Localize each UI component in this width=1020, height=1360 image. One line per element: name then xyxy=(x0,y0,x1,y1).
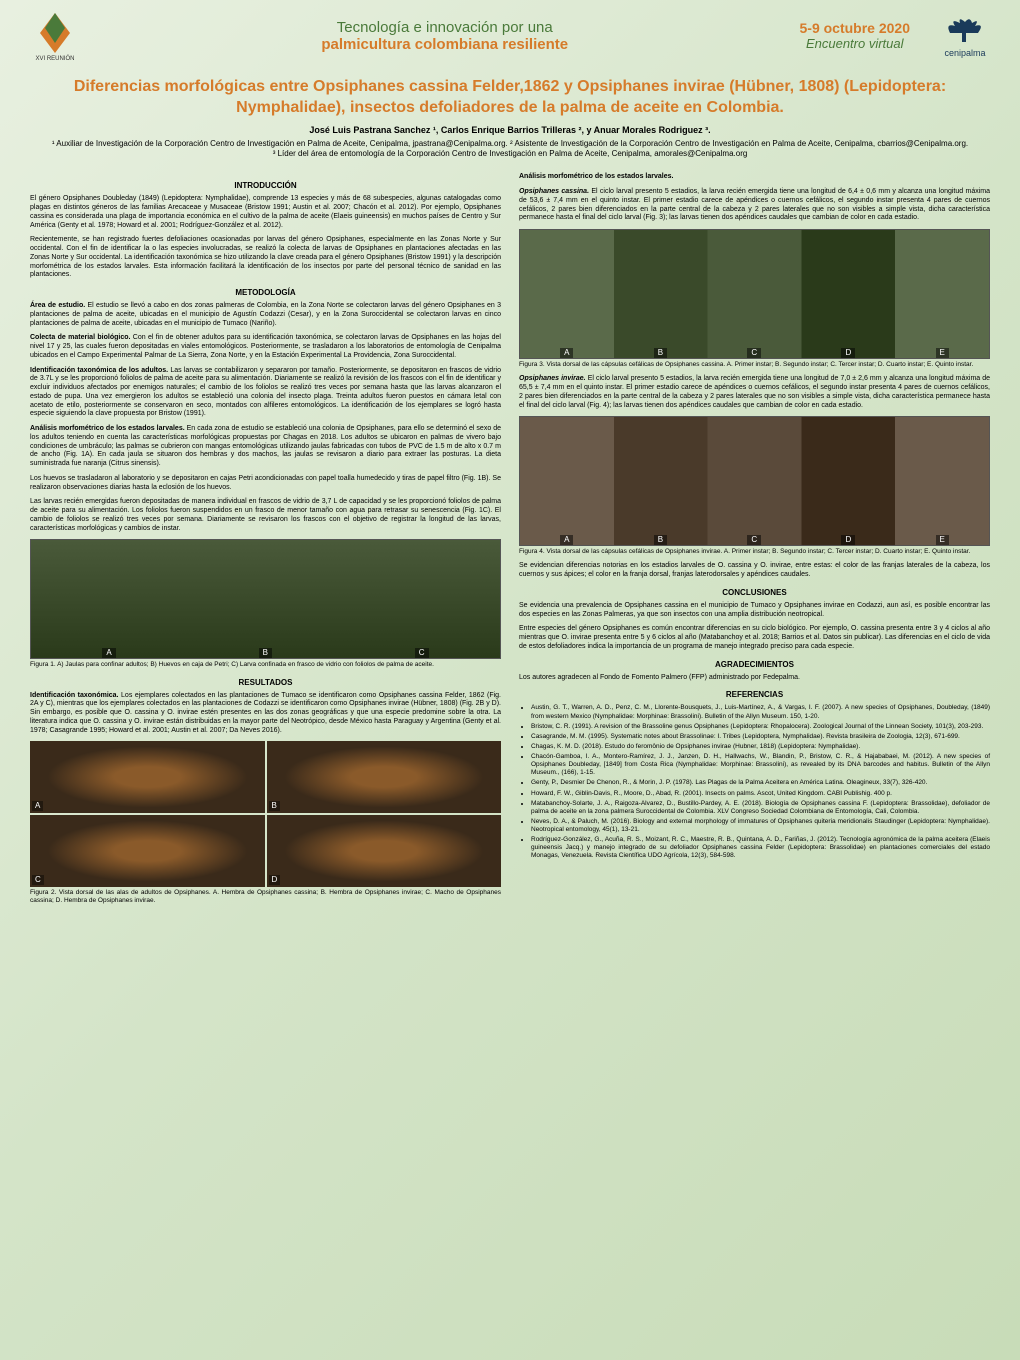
figure-2-caption: Figura 2. Vista dorsal de las alas de ad… xyxy=(30,889,501,905)
header-center: Tecnología e innovación por una palmicul… xyxy=(110,19,780,53)
content-columns: INTRODUCCIÓN El género Opsiphanes Double… xyxy=(0,165,1020,915)
header-date-block: 5-9 octubre 2020 Encuentro virtual xyxy=(800,20,911,51)
ref-item: Casagrande, M. M. (1995). Systematic not… xyxy=(531,733,990,741)
ref-item: Matabanchoy-Solarte, J. A., Raigoza-Alva… xyxy=(531,800,990,816)
metodo-anal1: Análisis morfométrico de los estados lar… xyxy=(30,425,501,469)
ident-head: Identificación taxonómica de los adultos… xyxy=(30,367,168,374)
section-conclusiones: CONCLUSIONES xyxy=(519,588,990,598)
fig2-c xyxy=(30,815,265,887)
figure-1-caption: Figura 1. A) Jaulas para confinar adulto… xyxy=(30,661,501,669)
svg-text:cenipalma: cenipalma xyxy=(944,48,985,58)
agradecimientos-text: Los autores agradecen al Fondo de Foment… xyxy=(519,674,990,683)
ref-item: Austin, G. T., Warren, A. D., Penz, C. M… xyxy=(531,704,990,720)
intro-p1: El género Opsiphanes Doubleday (1849) (L… xyxy=(30,195,501,230)
affiliations: ¹ Auxiliar de Investigación de la Corpor… xyxy=(40,139,980,160)
figure-1: A B C xyxy=(30,539,501,659)
area-head: Área de estudio. xyxy=(30,302,85,309)
fig2-b xyxy=(267,741,502,813)
figure-4: A B C D E xyxy=(519,416,990,546)
logo-reunion: XVI REUNIÓN xyxy=(20,8,90,63)
concl-p1: Se evidencia una prevalencia de Opsiphan… xyxy=(519,602,990,620)
fig1-label-c: C xyxy=(415,648,429,658)
area-text: El estudio se llevó a cabo en dos zonas … xyxy=(30,302,501,327)
header-tagline-1: Tecnología e innovación por una xyxy=(110,19,780,36)
section-resultados: RESULTADOS xyxy=(30,678,501,688)
svg-text:XVI REUNIÓN: XVI REUNIÓN xyxy=(35,55,74,62)
section-introduccion: INTRODUCCIÓN xyxy=(30,181,501,191)
poster-header: XVI REUNIÓN Tecnología e innovación por … xyxy=(0,0,1020,71)
section-metodologia: METODOLOGÍA xyxy=(30,288,501,298)
diff-para: Se evidencian diferencias notorias en lo… xyxy=(519,562,990,580)
ref-item: Chagas, K. M. D. (2018). Estudo do ferom… xyxy=(531,743,990,751)
ref-item: Chacón-Gamboa, I. A., Montero-Ramírez, J… xyxy=(531,753,990,777)
header-subtitle: Encuentro virtual xyxy=(800,36,911,51)
left-column: INTRODUCCIÓN El género Opsiphanes Double… xyxy=(30,173,501,905)
fig2-d xyxy=(267,815,502,887)
section-referencias: REFERENCIAS xyxy=(519,690,990,700)
fig4-e: E xyxy=(936,535,949,545)
fig4-d: D xyxy=(841,535,855,545)
metodo-area: Área de estudio. El estudio se llevó a c… xyxy=(30,302,501,328)
references-list: Austin, G. T., Warren, A. D., Penz, C. M… xyxy=(519,704,990,860)
figure-2 xyxy=(30,741,501,887)
figure-3: A B C D E xyxy=(519,229,990,359)
ref-item: Howard, F. W., Giblin-Davis, R., Moore, … xyxy=(531,790,990,798)
figure-4-caption: Figura 4. Vista dorsal de las cápsulas c… xyxy=(519,548,990,556)
logo-cenipalma: cenipalma xyxy=(930,8,1000,63)
fig4-b: B xyxy=(654,535,667,545)
invirae-head: Opsiphanes invirae. xyxy=(519,375,586,382)
cassina-para: Opsiphanes cassina. El ciclo larval pres… xyxy=(519,188,990,223)
ref-item: Genty, P., Desmier De Chenon, R., & Mori… xyxy=(531,779,990,787)
fig3-e: E xyxy=(936,348,949,358)
metodo-anal2: Los huevos se trasladaron al laboratorio… xyxy=(30,475,501,493)
invirae-text: El ciclo larval presento 5 estadios, la … xyxy=(519,375,990,408)
intro-p2: Recientemente, se han registrado fuertes… xyxy=(30,236,501,280)
anal-head: Análisis morfométrico de los estados lar… xyxy=(30,425,185,432)
fig3-d: D xyxy=(841,348,855,358)
metodo-colecta: Colecta de material biológico. Con el fi… xyxy=(30,334,501,360)
ref-item: Bristow, C. R. (1991). A revision of the… xyxy=(531,723,990,731)
colecta-head: Colecta de material biológico. xyxy=(30,334,130,341)
header-date: 5-9 octubre 2020 xyxy=(800,20,911,36)
fig2-a xyxy=(30,741,265,813)
ident-text: Las larvas se contabilizaron y separaron… xyxy=(30,367,501,418)
metodo-ident: Identificación taxonómica de los adultos… xyxy=(30,367,501,420)
section-agradecimientos: AGRADECIMIENTOS xyxy=(519,660,990,670)
authors: José Luis Pastrana Sanchez ¹, Carlos Enr… xyxy=(40,125,980,135)
fig1-label-a: A xyxy=(102,648,115,658)
concl-p2: Entre especies del género Opsiphanes es … xyxy=(519,625,990,651)
ref-item: Rodríguez-González, G., Acuña, R. S., Mo… xyxy=(531,836,990,860)
fig3-a: A xyxy=(560,348,573,358)
analisis-head-para: Análisis morfométrico de los estados lar… xyxy=(519,173,990,182)
poster-title: Diferencias morfológicas entre Opsiphane… xyxy=(40,77,980,119)
analisis-head: Análisis morfométrico de los estados lar… xyxy=(519,173,673,180)
header-tagline-2: palmicultura colombiana resiliente xyxy=(110,36,780,53)
fig4-c: C xyxy=(747,535,761,545)
metodo-anal3: Las larvas recién emergidas fueron depos… xyxy=(30,498,501,533)
fig4-a: A xyxy=(560,535,573,545)
res-ident-head: Identificación taxonómica. xyxy=(30,692,119,699)
figure-3-caption: Figura 3. Vista dorsal de las cápsulas c… xyxy=(519,361,990,369)
fig3-b: B xyxy=(654,348,667,358)
title-block: Diferencias morfológicas entre Opsiphane… xyxy=(0,71,1020,165)
ref-item: Neves, D. A., & Paluch, M. (2016). Biolo… xyxy=(531,818,990,834)
resultados-ident: Identificación taxonómica. Los ejemplare… xyxy=(30,692,501,736)
right-column: Análisis morfométrico de los estados lar… xyxy=(519,173,990,905)
invirae-para: Opsiphanes invirae. El ciclo larval pres… xyxy=(519,375,990,410)
fig1-label-b: B xyxy=(259,648,272,658)
fig3-c: C xyxy=(747,348,761,358)
cassina-head: Opsiphanes cassina. xyxy=(519,188,589,195)
cassina-text: El ciclo larval presento 5 estadios, la … xyxy=(519,188,990,221)
